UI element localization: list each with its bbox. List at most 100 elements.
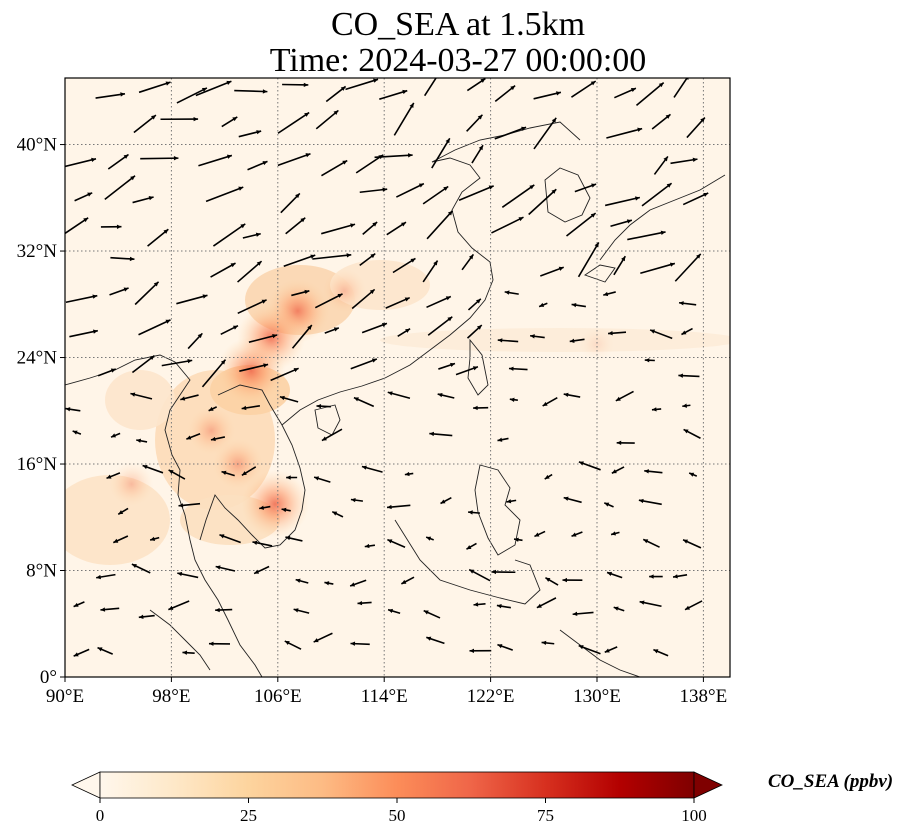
co-hotspot-3 bbox=[241, 469, 310, 538]
wind-vector bbox=[237, 299, 267, 315]
wind-vector bbox=[562, 577, 583, 583]
wind-vector bbox=[316, 404, 331, 409]
wind-vector bbox=[578, 461, 601, 471]
wind-vector bbox=[635, 82, 665, 107]
wind-vector bbox=[683, 428, 701, 439]
wind-vector bbox=[195, 80, 232, 97]
wind-vector bbox=[361, 465, 383, 473]
wind-vector bbox=[374, 153, 413, 159]
wind-vector bbox=[563, 496, 582, 504]
wind-vector bbox=[385, 296, 411, 309]
wind-vector bbox=[678, 301, 697, 306]
wind-vector bbox=[426, 636, 445, 645]
wind-vector bbox=[649, 329, 673, 340]
wind-vector bbox=[469, 648, 492, 653]
wind-vector bbox=[496, 604, 511, 609]
wind-vector bbox=[315, 109, 339, 130]
wind-vector bbox=[613, 255, 626, 276]
wind-vector bbox=[606, 571, 623, 579]
wind-vector bbox=[220, 324, 239, 336]
wind-vector bbox=[282, 82, 309, 88]
wind-vector bbox=[353, 396, 375, 408]
wind-vector bbox=[506, 499, 517, 504]
wind-vector bbox=[682, 403, 691, 408]
wind-vector bbox=[393, 102, 415, 136]
wind-vector bbox=[136, 438, 148, 443]
wind-vector bbox=[604, 646, 618, 653]
wind-vector bbox=[533, 91, 562, 100]
wind-vector bbox=[253, 565, 270, 575]
wind-vector bbox=[133, 114, 157, 134]
wind-vector bbox=[423, 609, 441, 619]
wind-vector bbox=[681, 327, 693, 336]
wind-vector bbox=[672, 574, 688, 579]
wind-vector bbox=[422, 260, 439, 283]
wind-vector bbox=[161, 358, 193, 367]
wind-vector bbox=[106, 472, 121, 480]
wind-vector bbox=[283, 254, 316, 268]
longitude-axis: 90°E 98°E 106°E 114°E 122°E 130°E 138°E bbox=[46, 677, 727, 707]
wind-vector bbox=[651, 407, 662, 412]
wind-vector bbox=[321, 428, 343, 442]
wind-vector bbox=[578, 644, 601, 655]
wind-vector bbox=[325, 85, 347, 103]
wind-vector bbox=[386, 221, 407, 236]
colorbar-min-extension bbox=[71, 771, 101, 799]
wind-vector bbox=[651, 113, 671, 130]
wind-vector bbox=[604, 196, 641, 207]
co-hotspot-5 bbox=[187, 406, 236, 455]
wind-vector bbox=[638, 498, 662, 506]
wind-vector bbox=[321, 223, 356, 235]
wind-vector bbox=[97, 368, 117, 377]
wind-vector bbox=[134, 281, 160, 306]
wind-vector bbox=[545, 577, 559, 586]
wind-vector bbox=[508, 366, 528, 371]
co-hotspot-8 bbox=[579, 327, 615, 362]
wind-vector bbox=[603, 502, 614, 508]
wind-vector bbox=[280, 192, 301, 214]
wind-vector bbox=[100, 224, 122, 229]
co-hotspot-6 bbox=[109, 461, 154, 506]
wind-vector bbox=[112, 535, 129, 544]
wind-vector bbox=[73, 648, 90, 657]
wind-vector bbox=[65, 407, 81, 412]
wind-vector bbox=[468, 510, 481, 515]
wind-vector bbox=[208, 406, 218, 412]
wind-vector bbox=[345, 78, 379, 91]
wind-vector bbox=[431, 137, 451, 169]
wind-vector bbox=[670, 157, 698, 165]
wind-vector bbox=[606, 127, 643, 139]
wind-vector bbox=[534, 530, 546, 538]
wind-vector bbox=[140, 156, 179, 161]
wind-vector bbox=[569, 338, 585, 343]
wind-vector bbox=[104, 175, 136, 200]
wind-vector bbox=[286, 475, 298, 480]
colorbar-tick-label-0: 0 bbox=[96, 806, 105, 825]
wind-vector bbox=[351, 288, 376, 310]
wind-vector bbox=[221, 470, 235, 477]
wind-vector bbox=[440, 496, 452, 505]
wind-vector bbox=[215, 565, 236, 572]
colorbar-tick-label-4: 100 bbox=[681, 806, 707, 825]
wind-vector bbox=[544, 473, 553, 480]
wind-vector bbox=[466, 114, 483, 132]
lat-tick-label-2: 16°N bbox=[17, 454, 58, 475]
wind-vector bbox=[176, 294, 208, 305]
wind-vector bbox=[466, 324, 483, 339]
lon-tick-label-6: 138°E bbox=[680, 686, 728, 707]
wind-vector bbox=[314, 293, 343, 309]
wind-vector bbox=[528, 188, 557, 216]
wind-vector bbox=[653, 648, 669, 657]
wind-vector bbox=[541, 640, 555, 646]
wind-vector bbox=[688, 472, 698, 477]
wind-vector bbox=[138, 81, 171, 94]
wind-vector bbox=[627, 230, 666, 241]
wind-vector bbox=[455, 366, 479, 376]
wind-vector bbox=[350, 497, 363, 503]
lon-tick-label-1: 98°E bbox=[152, 686, 190, 707]
wind-vector bbox=[65, 157, 97, 168]
wind-vector bbox=[467, 298, 482, 311]
lon-tick-label-2: 106°E bbox=[254, 686, 302, 707]
wind-vector bbox=[149, 536, 160, 541]
wind-vector bbox=[364, 543, 376, 549]
